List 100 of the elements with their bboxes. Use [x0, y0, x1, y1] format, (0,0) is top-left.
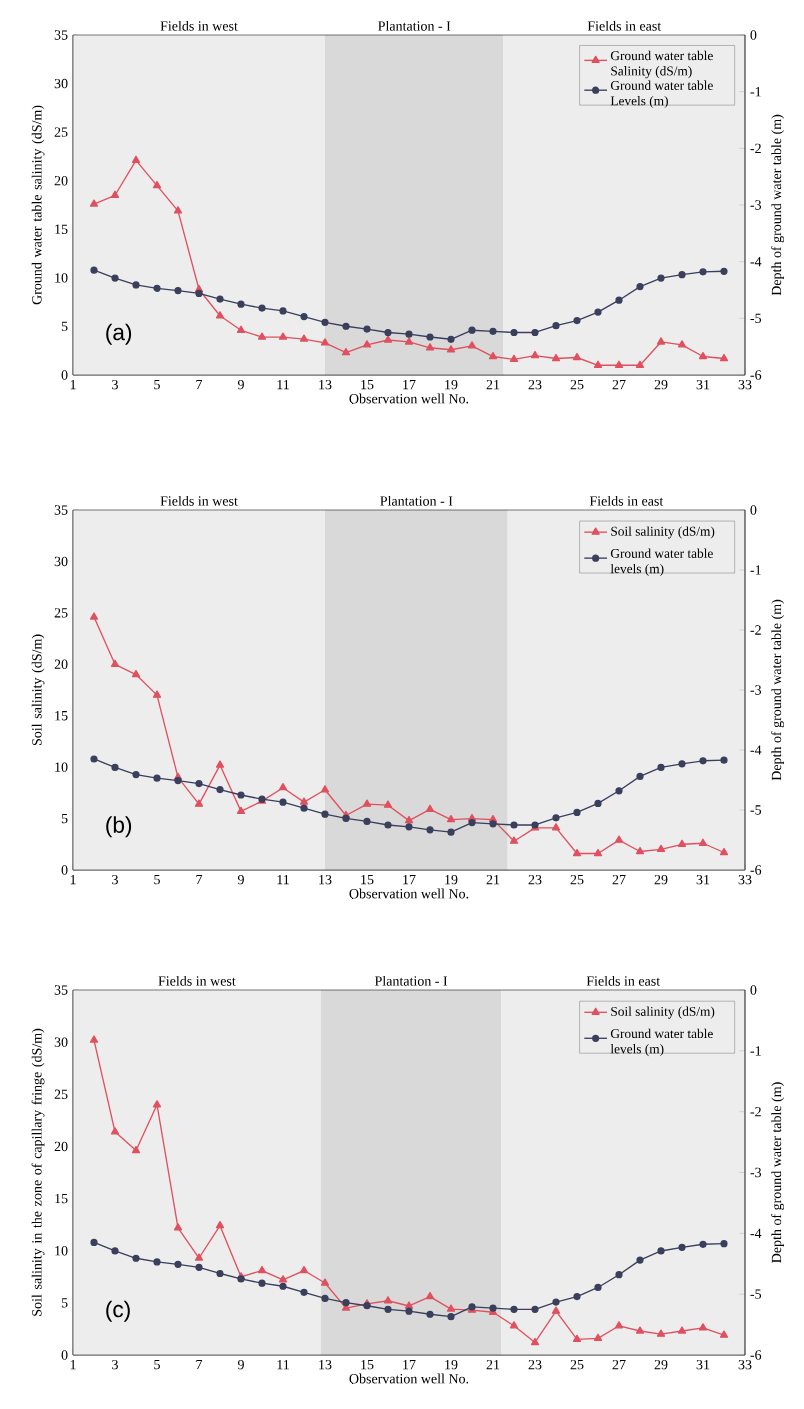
y-tick-label: 35 [54, 985, 68, 995]
y2-tick-label: -4 [750, 257, 762, 267]
x-tick-label: 19 [445, 1359, 458, 1370]
legend-label: Soil salinity (dS/m) [611, 1006, 715, 1019]
y2-axis-title: Depth of ground water table (m) [771, 1082, 785, 1263]
band-label: Plantation - I [374, 975, 448, 986]
x-tick-label: 25 [570, 1359, 584, 1370]
x-tick-label: 29 [654, 874, 668, 885]
x-tick-label: 27 [612, 874, 626, 885]
x-tick-label: 5 [154, 1359, 160, 1370]
y-tick-label: 10 [55, 1245, 68, 1256]
y2-tick-label: -3 [750, 685, 762, 695]
x-tick-label: 13 [319, 1359, 332, 1370]
x-tick-label: 33 [738, 379, 752, 390]
y-tick-label: 20 [54, 175, 68, 186]
band-label: Fields in east [589, 495, 664, 506]
x-tick-label: 21 [486, 1359, 500, 1370]
y-tick-label: 25 [54, 1089, 68, 1099]
y-tick-label: 35 [54, 30, 68, 40]
x-tick-label: 21 [486, 874, 500, 885]
x-tick-label: 31 [696, 1359, 710, 1370]
x-tick-label: 23 [528, 1359, 542, 1370]
annotation: (c) [106, 1300, 130, 1322]
x-tick-label: 7 [196, 379, 203, 390]
y-tick-label: 5 [61, 321, 68, 332]
y-tick-label: 0 [61, 1350, 68, 1360]
y-tick-label: 10 [55, 762, 68, 772]
x-tick-label: 3 [112, 379, 118, 390]
y-tick-label: 20 [54, 659, 68, 670]
legend-label: Soil salinity (dS/m) [611, 526, 715, 539]
y-tick-label: 5 [61, 813, 68, 824]
band-label: Fields in east [586, 975, 661, 986]
y2-tick-label: -2 [750, 143, 761, 153]
y-tick-label: 10 [55, 273, 68, 283]
x-tick-label: 11 [277, 1359, 289, 1370]
x-tick-label: 9 [237, 874, 244, 885]
x-tick-label: 17 [403, 1359, 416, 1370]
y-tick-label: 30 [54, 78, 68, 89]
y-axis-title: Ground water table salinity (dS/m) [31, 105, 45, 305]
y2-tick-label: -6 [750, 865, 762, 875]
band-label: Plantation - I [380, 495, 453, 506]
x-tick-label: 23 [528, 379, 542, 390]
x-tick-label: 9 [237, 379, 244, 390]
x-tick-label: 31 [696, 874, 710, 885]
x-tick-label: 15 [361, 874, 374, 885]
x-tick-label: 11 [277, 379, 289, 390]
x-tick-label: 1 [70, 874, 76, 885]
y2-tick-label: -1 [750, 1046, 761, 1056]
y-tick-label: 25 [54, 608, 68, 618]
x-axis-title: Observation well No. [349, 888, 469, 899]
y2-tick-label: -4 [750, 745, 762, 755]
y2-tick-label: -5 [750, 313, 762, 323]
y-tick-label: 30 [54, 1037, 68, 1047]
x-tick-label: 17 [403, 874, 416, 885]
x-tick-label: 27 [612, 379, 626, 390]
y-tick-label: 0 [61, 865, 68, 875]
x-tick-label: 3 [112, 874, 118, 885]
y-axis-title: Soil salinity in the zone of capillary fringe (dS/m) [31, 1028, 45, 1316]
band-label: Fields in west [158, 975, 236, 986]
x-tick-label: 33 [738, 1359, 752, 1370]
x-axis-title: Observation well No. [349, 1373, 469, 1384]
x-tick-label: 7 [196, 1359, 203, 1370]
x-tick-label: 9 [237, 1359, 244, 1370]
legend-label: Ground water table Levels (m) [610, 80, 713, 109]
x-tick-label: 11 [277, 874, 289, 885]
x-tick-label: 5 [154, 379, 160, 390]
x-axis-title: Observation well No. [349, 393, 469, 404]
y2-tick-label: 0 [750, 985, 757, 995]
y2-tick-label: -5 [750, 805, 762, 815]
y2-tick-label: -1 [750, 87, 761, 97]
y-tick-label: 15 [55, 224, 68, 234]
x-tick-label: 29 [654, 379, 668, 390]
x-tick-label: 19 [445, 874, 458, 885]
x-tick-label: 23 [528, 874, 542, 885]
y2-tick-label: -5 [750, 1289, 762, 1299]
x-tick-label: 7 [196, 874, 203, 885]
x-tick-label: 13 [319, 874, 332, 885]
x-tick-label: 15 [361, 1359, 374, 1370]
x-tick-label: 5 [154, 874, 160, 885]
y-tick-label: 20 [54, 1141, 68, 1152]
x-tick-label: 19 [445, 379, 458, 390]
y2-tick-label: 0 [750, 505, 757, 515]
legend-label: Ground water table levels (m) [610, 548, 713, 576]
band-label: Fields in west [160, 495, 238, 506]
y2-tick-label: 0 [750, 30, 757, 40]
y-tick-label: 0 [61, 370, 68, 380]
x-tick-label: 21 [486, 379, 500, 390]
legend-label: Ground water table Salinity (dS/m) [610, 50, 713, 79]
y-tick-label: 25 [54, 127, 68, 137]
y2-tick-label: -2 [750, 1107, 761, 1117]
y2-tick-label: -1 [750, 565, 761, 575]
y2-tick-label: -4 [750, 1228, 762, 1238]
y2-axis-title: Depth of ground water table (m) [771, 114, 785, 296]
band-label: Plantation - I [378, 20, 451, 31]
x-tick-label: 1 [70, 379, 76, 390]
x-tick-label: 29 [654, 1359, 668, 1370]
x-tick-label: 31 [696, 379, 710, 390]
y2-tick-label: -2 [750, 625, 761, 635]
y-axis-title: Soil salinity (dS/m) [31, 634, 45, 746]
x-tick-label: 25 [570, 874, 584, 885]
